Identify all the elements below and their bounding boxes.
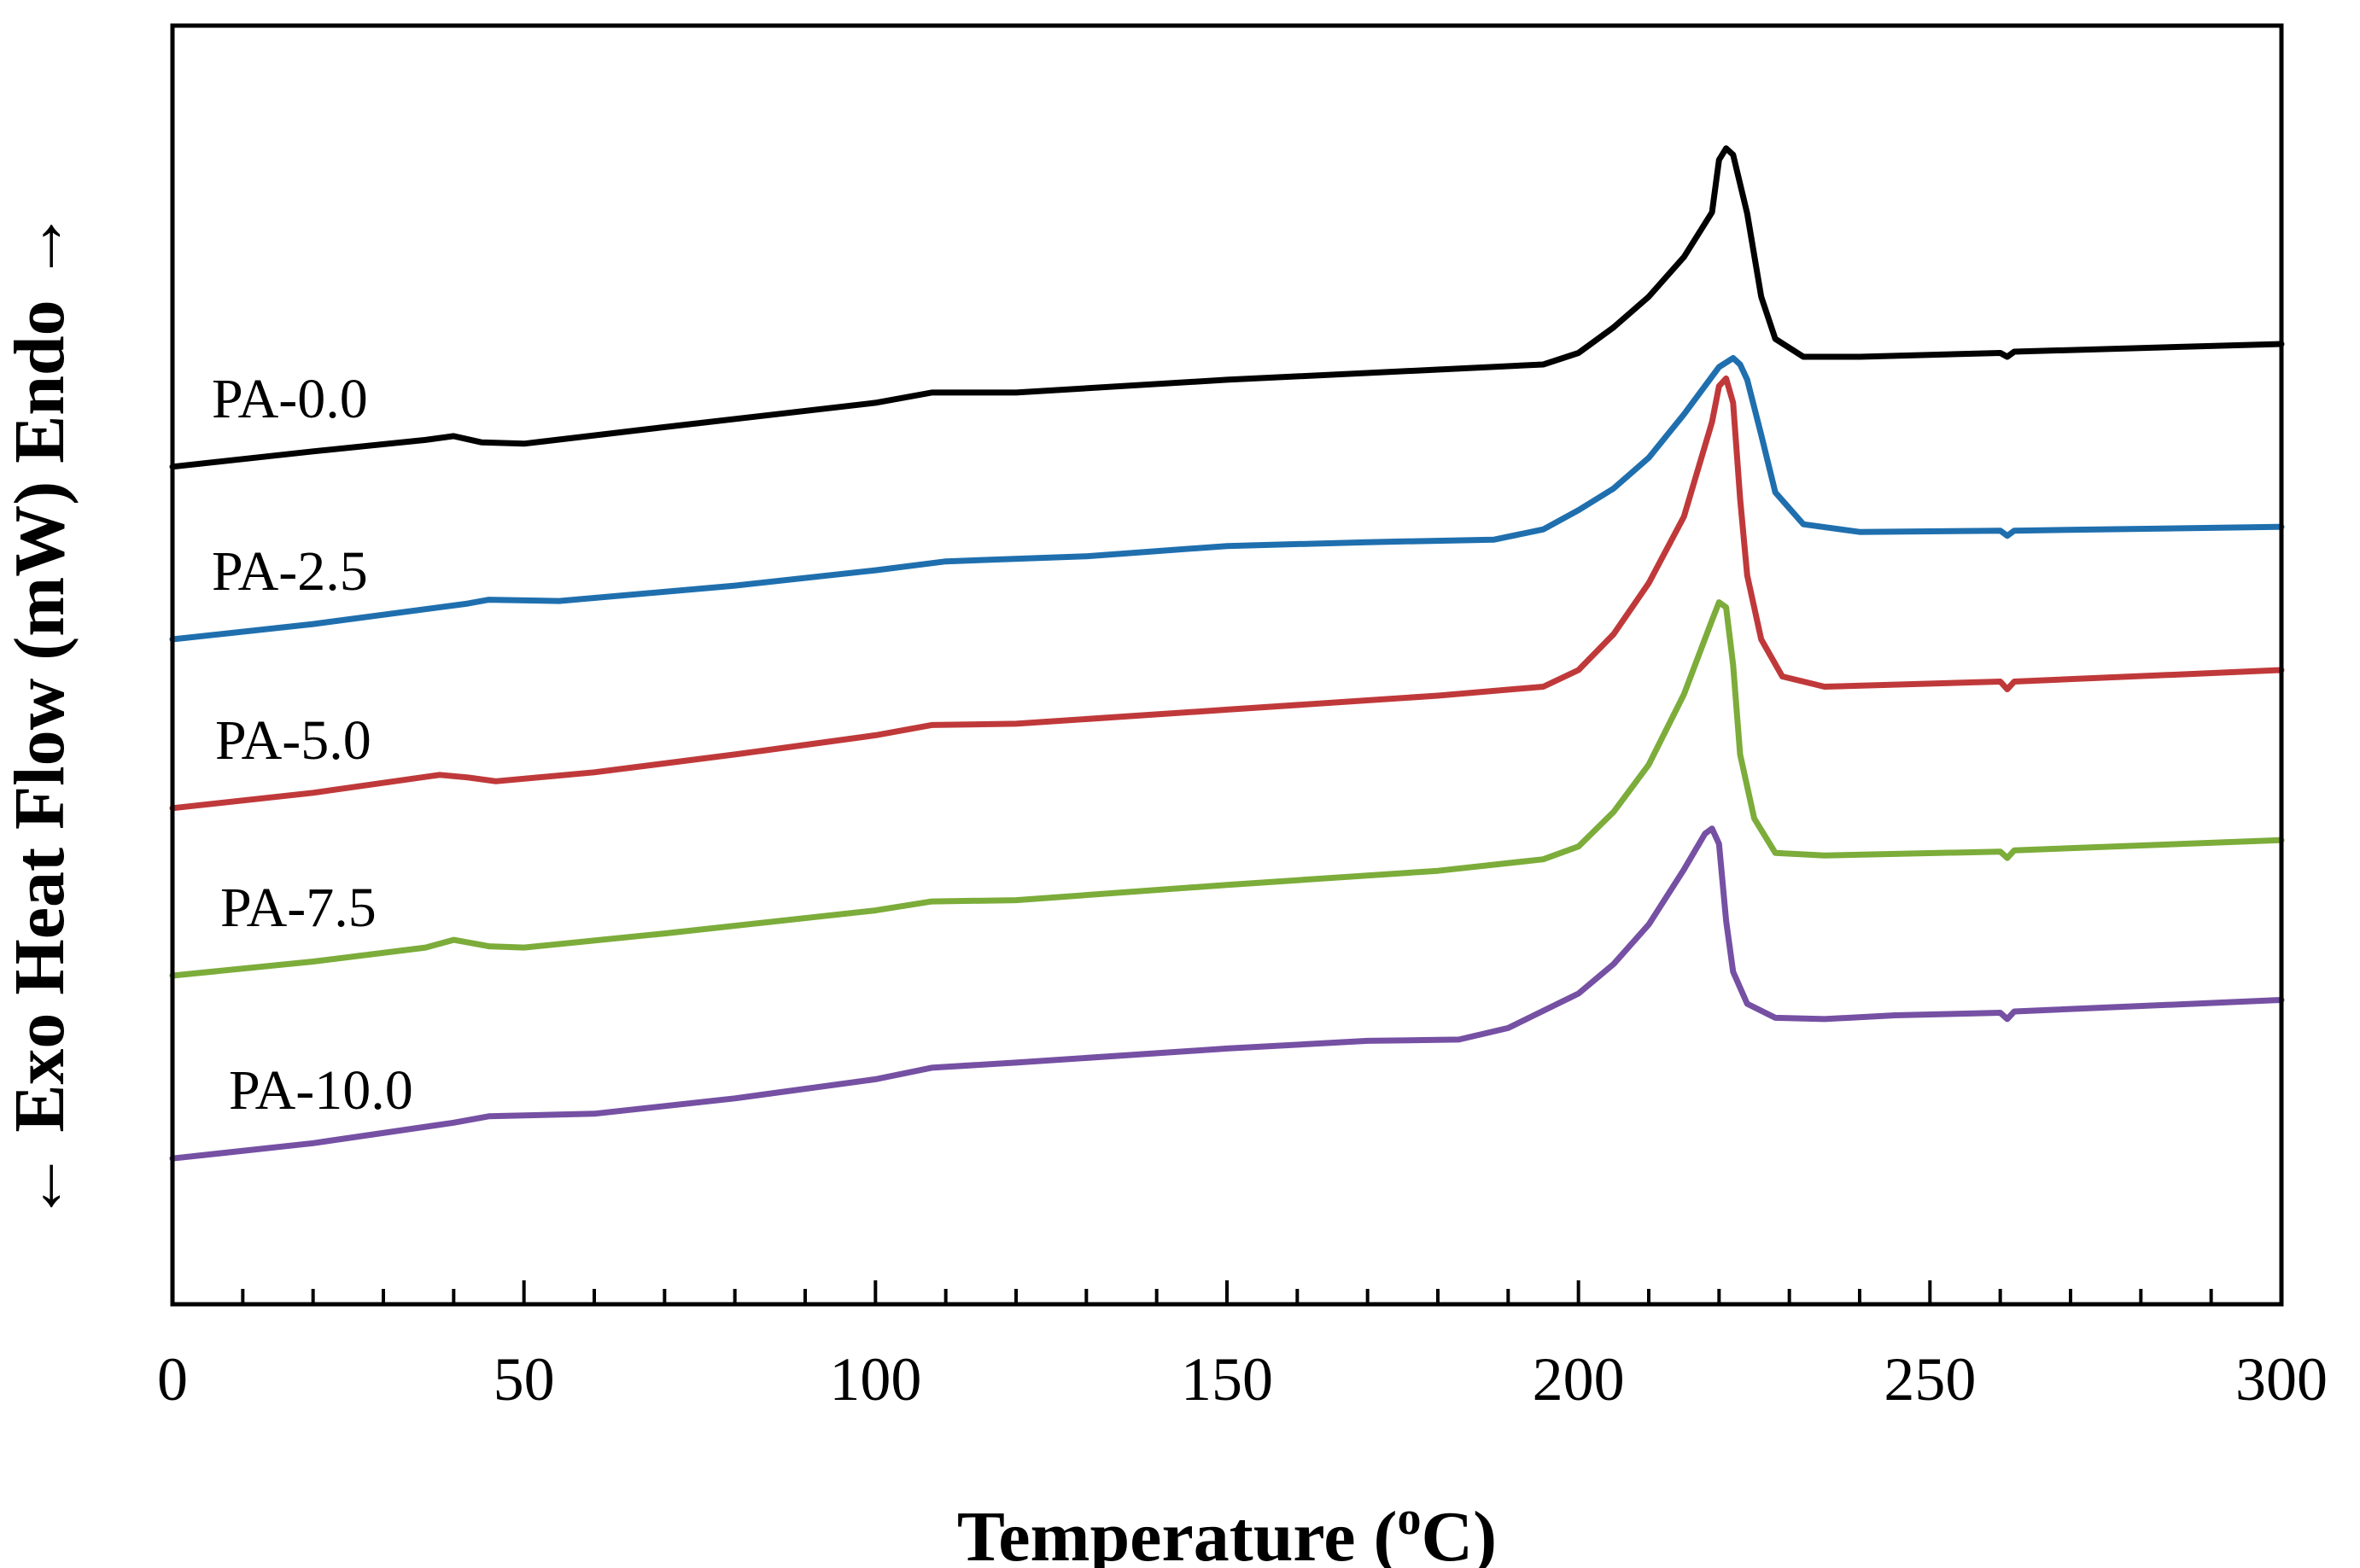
x-axis-tick-labels: 0 50 100 150 200 250 300	[157, 1345, 2328, 1414]
series-line-pa-0-0	[169, 145, 2285, 470]
plot-lines	[169, 145, 2285, 1162]
series-label: PA-5.0	[215, 709, 371, 772]
x-tick-label: 50	[494, 1345, 555, 1414]
y-axis-title: ← Exo Heat Flow (mW) Endo →	[0, 210, 79, 1221]
x-axis-title: Temperature (oC)	[957, 1492, 1497, 1568]
series-line-pa-2-5	[169, 355, 2285, 643]
x-tick-label: 0	[157, 1345, 188, 1414]
x-tick-label: 300	[2235, 1345, 2328, 1414]
series-labels: PA-0.0 PA-2.5 PA-5.0 PA-7.5 PA-10.0	[212, 368, 413, 1122]
x-tick-label: 250	[1884, 1345, 1976, 1414]
series-line-pa-5-0	[169, 375, 2285, 812]
series-label: PA-2.5	[212, 540, 368, 603]
series-label: PA-10.0	[229, 1059, 413, 1122]
x-tick-label: 150	[1181, 1345, 1273, 1414]
series-line-pa-7-5	[169, 599, 2285, 979]
x-axis-ticks	[171, 1280, 2283, 1304]
x-tick-label: 100	[829, 1345, 921, 1414]
x-tick-label: 200	[1533, 1345, 1625, 1414]
series-label: PA-0.0	[212, 368, 368, 430]
series-label: PA-7.5	[220, 877, 377, 939]
series-line-pa-10-0	[169, 825, 2285, 1162]
